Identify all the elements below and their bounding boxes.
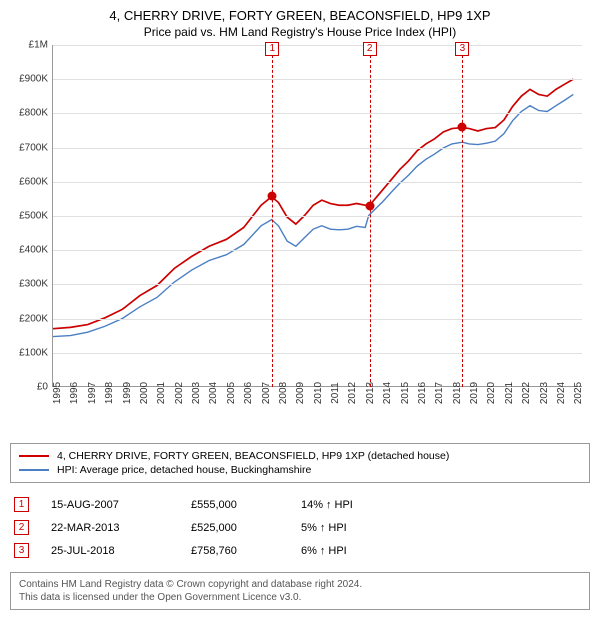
y-axis-label: £0 (10, 382, 48, 393)
x-axis-label: 2008 (278, 382, 289, 404)
x-axis-label: 2011 (330, 382, 341, 404)
arrow-up-icon: ↑ (326, 499, 332, 511)
y-axis-label: £800K (10, 108, 48, 119)
y-axis-label: £1M (10, 40, 48, 51)
x-axis-label: 2013 (365, 382, 376, 404)
x-axis-label: 2014 (382, 382, 393, 404)
x-axis-label: 2018 (452, 382, 463, 404)
x-axis-label: 2015 (400, 382, 411, 404)
y-axis-label: £200K (10, 313, 48, 324)
transaction-price: £758,760 (191, 545, 301, 557)
grid-line-y (53, 45, 582, 46)
transaction-delta: 6% ↑ HPI (301, 545, 421, 557)
y-axis-label: £100K (10, 347, 48, 358)
marker-dot (365, 202, 374, 211)
chart-title: 4, CHERRY DRIVE, FORTY GREEN, BEACONSFIE… (10, 8, 590, 23)
marker-dot (458, 122, 467, 131)
grid-line-y (53, 79, 582, 80)
x-axis-label: 2000 (139, 382, 150, 404)
x-axis-label: 2017 (434, 382, 445, 404)
x-axis-label: 2010 (313, 382, 324, 404)
grid-line-y (53, 353, 582, 354)
x-axis-label: 2001 (156, 382, 167, 404)
transaction-delta: 14% ↑ HPI (301, 499, 421, 511)
legend-item: 4, CHERRY DRIVE, FORTY GREEN, BEACONSFIE… (19, 449, 581, 463)
transaction-delta: 5% ↑ HPI (301, 522, 421, 534)
marker-line (272, 45, 273, 387)
legend-swatch (19, 469, 49, 471)
footer-line2: This data is licensed under the Open Gov… (19, 591, 581, 604)
x-axis-label: 2019 (469, 382, 480, 404)
grid-line-y (53, 319, 582, 320)
transaction-badge: 3 (14, 543, 29, 558)
x-axis-label: 2020 (486, 382, 497, 404)
grid-line-y (53, 250, 582, 251)
arrow-up-icon: ↑ (320, 545, 326, 557)
y-axis-label: £500K (10, 211, 48, 222)
footer-line1: Contains HM Land Registry data © Crown c… (19, 578, 581, 591)
grid-line-y (53, 113, 582, 114)
marker-badge: 3 (455, 42, 469, 56)
plot: 1 2 3 (52, 45, 582, 387)
x-axis-label: 1996 (69, 382, 80, 404)
x-axis-label: 2006 (243, 382, 254, 404)
footer: Contains HM Land Registry data © Crown c… (10, 572, 590, 610)
x-axis-label: 2004 (208, 382, 219, 404)
x-axis-label: 2002 (174, 382, 185, 404)
grid-line-y (53, 284, 582, 285)
x-axis-label: 1999 (122, 382, 133, 404)
marker-badge: 2 (363, 42, 377, 56)
marker-line (370, 45, 371, 387)
x-axis-label: 2007 (261, 382, 272, 404)
x-axis-label: 1998 (104, 382, 115, 404)
grid-line-y (53, 216, 582, 217)
x-axis-label: 1995 (52, 382, 63, 404)
legend-label: 4, CHERRY DRIVE, FORTY GREEN, BEACONSFIE… (57, 450, 449, 462)
arrow-up-icon: ↑ (320, 522, 326, 534)
x-axis-label: 2003 (191, 382, 202, 404)
x-axis-label: 2025 (573, 382, 584, 404)
legend-label: HPI: Average price, detached house, Buck… (57, 464, 311, 476)
transaction-row: 3 25-JUL-2018£758,7606% ↑ HPI (10, 539, 590, 562)
transaction-row: 1 15-AUG-2007£555,00014% ↑ HPI (10, 493, 590, 516)
transaction-date: 25-JUL-2018 (51, 545, 191, 557)
x-axis-label: 1997 (87, 382, 98, 404)
transaction-date: 22-MAR-2013 (51, 522, 191, 534)
x-axis-label: 2021 (504, 382, 515, 404)
transaction-badge: 2 (14, 520, 29, 535)
x-axis-label: 2022 (521, 382, 532, 404)
y-axis-label: £300K (10, 279, 48, 290)
marker-badge: 1 (265, 42, 279, 56)
transaction-price: £555,000 (191, 499, 301, 511)
y-axis-label: £600K (10, 176, 48, 187)
legend-item: HPI: Average price, detached house, Buck… (19, 463, 581, 477)
chart-container: 4, CHERRY DRIVE, FORTY GREEN, BEACONSFIE… (0, 0, 600, 618)
transaction-date: 15-AUG-2007 (51, 499, 191, 511)
x-axis-label: 2005 (226, 382, 237, 404)
y-axis-label: £700K (10, 142, 48, 153)
grid-line-y (53, 148, 582, 149)
transaction-table: 1 15-AUG-2007£555,00014% ↑ HPI 2 22-MAR-201… (10, 493, 590, 562)
x-axis-label: 2024 (556, 382, 567, 404)
grid-line-y (53, 182, 582, 183)
chart-subtitle: Price paid vs. HM Land Registry's House … (10, 25, 590, 39)
transaction-price: £525,000 (191, 522, 301, 534)
series-line-property (53, 79, 573, 329)
legend-swatch (19, 455, 49, 457)
y-axis-label: £400K (10, 245, 48, 256)
x-axis-label: 2016 (417, 382, 428, 404)
chart-area: 1 2 3 £0 £100K £200K £300K £400K £500K £600K £700… (10, 45, 590, 415)
legend: 4, CHERRY DRIVE, FORTY GREEN, BEACONSFIE… (10, 443, 590, 483)
marker-dot (268, 192, 277, 201)
x-axis-label: 2009 (295, 382, 306, 404)
y-axis-label: £900K (10, 74, 48, 85)
x-axis-label: 2023 (539, 382, 550, 404)
transaction-badge: 1 (14, 497, 29, 512)
marker-line (462, 45, 463, 387)
transaction-row: 2 22-MAR-2013£525,0005% ↑ HPI (10, 516, 590, 539)
x-axis-label: 2012 (347, 382, 358, 404)
